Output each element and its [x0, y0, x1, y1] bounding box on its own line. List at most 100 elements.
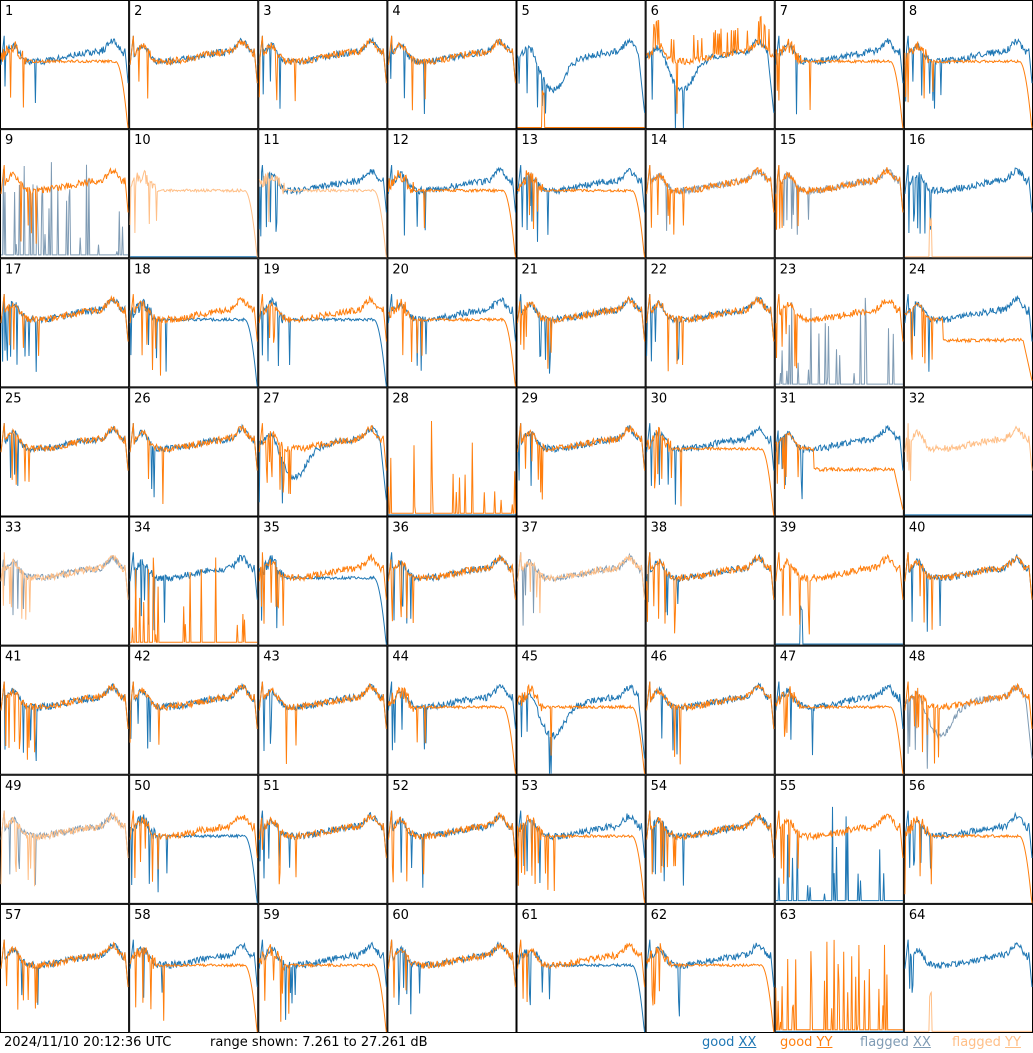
- panel-frame: [645, 516, 775, 646]
- series-xx: [904, 939, 1033, 993]
- series-yy: [129, 947, 258, 1033]
- range-label: range shown: 7.261 to 27.261 dB: [210, 1035, 428, 1050]
- panel-frame: [645, 645, 775, 775]
- panel-label: 7: [780, 4, 788, 19]
- panel-52: 52: [387, 774, 517, 904]
- panel-frame: [258, 516, 388, 646]
- panel-15: 15: [774, 129, 904, 259]
- series-yy: [258, 681, 387, 765]
- series-yy: [775, 38, 904, 129]
- panel-18: 18: [129, 258, 259, 388]
- panel-label: 18: [134, 262, 151, 277]
- series-yy: [130, 557, 258, 643]
- panel-frame: [129, 903, 259, 1033]
- panel-label: 53: [522, 779, 539, 794]
- panel-label: 5: [522, 4, 530, 19]
- series-xx: [904, 164, 1033, 234]
- panel-label: 2: [134, 4, 142, 19]
- panel-13: 13: [516, 129, 646, 259]
- panel-label: 28: [392, 391, 409, 406]
- panel-frame: [516, 129, 646, 259]
- series-yy: [646, 164, 775, 235]
- panel-label: 43: [263, 650, 280, 665]
- series-yy: [0, 810, 129, 887]
- panel-1: 1: [0, 0, 130, 130]
- panel-frame: [516, 645, 646, 775]
- panel-29: 29: [516, 387, 646, 517]
- panel-label: 63: [780, 908, 797, 923]
- panel-label: 34: [134, 521, 151, 536]
- series-yy: [646, 552, 775, 634]
- panel-label: 22: [651, 262, 668, 277]
- series-yy: [129, 35, 258, 99]
- series-yy: [258, 172, 387, 258]
- panel-frame: [774, 645, 904, 775]
- series-yy: [129, 169, 258, 258]
- panel-label: 42: [134, 650, 151, 665]
- series-yy: [0, 423, 129, 485]
- panel-frame: [645, 0, 775, 130]
- series-yy: [646, 15, 775, 114]
- panel-label: 29: [522, 391, 539, 406]
- panel-frame: [387, 387, 517, 517]
- panel-frame: [645, 258, 775, 388]
- series-yy: [387, 420, 516, 514]
- panel-label: 9: [5, 133, 13, 148]
- series-xx: [517, 164, 646, 242]
- panel-9: 9: [0, 129, 130, 259]
- panel-46: 46: [645, 645, 775, 775]
- series-xx: [517, 552, 646, 626]
- panel-label: 12: [392, 133, 409, 148]
- panel-51: 51: [258, 774, 388, 904]
- series-yy: [904, 423, 1033, 481]
- series-yy: [517, 552, 646, 614]
- panel-48: 48: [903, 645, 1033, 775]
- panel-label: 27: [263, 391, 280, 406]
- panel-63: 63: [774, 903, 904, 1033]
- series-yy: [517, 814, 646, 903]
- panel-label: 62: [651, 908, 668, 923]
- panel-28: 28: [387, 387, 517, 517]
- series-yy: [904, 217, 1032, 258]
- series-xx: [775, 297, 903, 385]
- panel-frame: [258, 774, 388, 904]
- panel-frame: [774, 0, 904, 130]
- panel-2: 2: [129, 0, 259, 130]
- panel-frame: [258, 258, 388, 388]
- series-yy: [0, 294, 129, 356]
- panel-label: 8: [909, 4, 917, 19]
- panel-label: 13: [522, 133, 539, 148]
- panel-59: 59: [258, 903, 388, 1033]
- panel-frame: [516, 0, 646, 130]
- panel-55: 55: [774, 774, 904, 904]
- panel-62: 62: [645, 903, 775, 1033]
- panel-frame: [0, 516, 130, 646]
- panel-54: 54: [645, 774, 775, 904]
- series-yy: [904, 990, 1032, 1032]
- panel-41: 41: [0, 645, 130, 775]
- series-yy: [387, 810, 516, 883]
- series-yy: [646, 810, 775, 875]
- series-yy: [0, 552, 129, 620]
- panel-frame: [903, 129, 1033, 259]
- series-yy: [258, 423, 387, 495]
- panel-frame: [258, 0, 388, 130]
- panel-label: 48: [909, 650, 926, 665]
- series-yy: [775, 294, 904, 369]
- panel-40: 40: [903, 516, 1033, 646]
- panel-57: 57: [0, 903, 130, 1033]
- panel-frame: [645, 774, 775, 904]
- series-yy: [904, 41, 1033, 129]
- panel-30: 30: [645, 387, 775, 517]
- series-yy: [388, 298, 516, 387]
- panel-frame: [903, 774, 1033, 904]
- series-yy: [775, 810, 904, 884]
- panel-22: 22: [645, 258, 775, 388]
- panel-label: 44: [392, 650, 409, 665]
- panel-frame: [903, 387, 1033, 517]
- series-yy: [775, 552, 904, 635]
- panel-53: 53: [516, 774, 646, 904]
- panel-31: 31: [774, 387, 904, 517]
- panel-frame: [129, 258, 259, 388]
- series-yy: [646, 681, 775, 765]
